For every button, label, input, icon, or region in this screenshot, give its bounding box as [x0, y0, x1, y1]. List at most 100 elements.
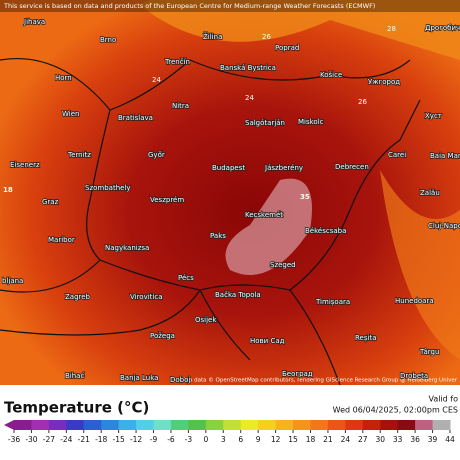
place-label: Miskolc [298, 118, 324, 126]
attribution-bar [0, 0, 460, 12]
colorbar-tick-label: -6 [167, 435, 175, 444]
colorbar-tick-label: 18 [306, 435, 316, 444]
colorbar-tick-label: -30 [25, 435, 37, 444]
colorbar-tick-label: 12 [271, 435, 281, 444]
colorbar-swatch [327, 420, 346, 430]
place-label: Győr [148, 150, 165, 159]
place-label: Cluj-Napoca [428, 222, 460, 230]
place-label: Bratislava [118, 114, 153, 122]
colorbar-tick-label: -12 [130, 435, 142, 444]
place-label: Debrecen [335, 163, 369, 171]
colorbar-tick-label: -15 [113, 435, 125, 444]
place-label: Banská Bystrica [220, 64, 276, 72]
place-label: Salgótarján [245, 119, 285, 127]
place-label: Pécs [178, 274, 194, 282]
place-label: Bihać [65, 372, 84, 380]
colorbar-tick-label: 0 [203, 435, 208, 444]
place-label: Kecskemét [245, 211, 283, 219]
place-label: Ternitz [67, 151, 91, 159]
colorbar-tick-label: -21 [78, 435, 90, 444]
valid-label: Valid fo [428, 395, 458, 404]
place-label: Bačka Topola [215, 291, 261, 299]
hot-zone [225, 178, 312, 275]
temp-label: 26 [262, 33, 271, 41]
place-label: Szombathely [85, 184, 131, 192]
place-label: Osijek [195, 316, 217, 324]
place-label: Zalău [420, 189, 440, 197]
place-label: Košice [320, 71, 342, 79]
borders [0, 58, 421, 386]
place-label: Timișoara [315, 298, 350, 306]
colorbar-swatch [101, 420, 120, 430]
colorbar-swatch [223, 420, 242, 430]
colorbar-tick-label: 39 [428, 435, 438, 444]
colorbar-swatch [380, 420, 399, 430]
colorbar-tick-label: 15 [288, 435, 298, 444]
temp-label: 26 [358, 98, 367, 106]
place-label: Eisenerz [10, 161, 40, 169]
place-label: Brno [100, 36, 116, 44]
colorbar-tick-label: -27 [43, 435, 55, 444]
place-label: Paks [210, 232, 226, 240]
colorbar-tick-label: -3 [185, 435, 193, 444]
place-label: Târgu [419, 348, 439, 356]
colorbar-swatch [240, 420, 259, 430]
place-label: Poprad [275, 44, 299, 52]
colorbar-tick-label: -9 [150, 435, 158, 444]
colorbar-end [4, 420, 14, 430]
place-label: Doboj [170, 376, 190, 384]
colorbar-tick-label: -36 [8, 435, 20, 444]
place-label: Zagreb [65, 293, 91, 301]
colorbar-swatch [83, 420, 102, 430]
place-label: bljana [2, 277, 23, 285]
colorbar-swatch [170, 420, 189, 430]
colorbar-tick-label: 3 [221, 435, 226, 444]
place-label: Trenčín [164, 58, 190, 66]
colorbar-tick-label: 24 [341, 435, 351, 444]
place-label: Београд [282, 370, 313, 378]
colorbar-tick-label: 36 [410, 435, 420, 444]
place-label: Nagykanizsa [105, 244, 149, 252]
place-label: Baia Mare [430, 152, 460, 160]
colorbar-tick-label: -24 [60, 435, 72, 444]
colorbar-swatch [362, 420, 381, 430]
place-label: Wien [62, 110, 79, 118]
colorbar-swatch [48, 420, 67, 430]
colorbar-tick-label: 9 [256, 435, 261, 444]
place-label: Дрогобич [425, 24, 460, 32]
temp-label: 24 [245, 94, 254, 102]
colorbar-swatch [293, 420, 311, 430]
colorbar-tick-label: 44 [445, 435, 455, 444]
place-label: Budapest [212, 164, 245, 172]
colorbar-swatch [397, 420, 416, 430]
colorbar-swatch [310, 420, 329, 430]
place-label: Нови Сад [250, 337, 285, 345]
colorbar-tick-label: -18 [95, 435, 107, 444]
place-label: Banja Luka [120, 374, 158, 382]
place-label: Požega [150, 332, 175, 340]
colorbar-swatch [415, 420, 434, 430]
temp-label: 18 [3, 186, 13, 194]
colorbar-swatch [118, 420, 137, 430]
temp-label: 35 [300, 193, 310, 201]
colorbar-tick-label: 21 [323, 435, 333, 444]
place-label: Hunedoara [395, 297, 434, 305]
place-label: Carei [388, 151, 406, 159]
place-label: Graz [42, 198, 59, 206]
colorbar-tick-label: 27 [358, 435, 368, 444]
warm-zone [380, 170, 460, 360]
warm-zone [140, 0, 460, 60]
place-label: Žilina [203, 32, 222, 41]
colorbar-swatch [66, 420, 85, 430]
colorbar-tick-label: 30 [375, 435, 385, 444]
colorbar-swatch [14, 420, 32, 430]
colorbar-swatch [275, 420, 294, 430]
place-label: Reșita [355, 334, 376, 342]
valid-date: Wed 06/04/2025, 02:00pm CES [333, 406, 458, 415]
place-label: Szeged [270, 261, 296, 269]
place-label: Drobeta [400, 372, 428, 380]
colorbar-swatch [432, 420, 451, 430]
place-label: Хуст [425, 112, 442, 120]
colorbar-swatch [205, 420, 224, 430]
colorbar-swatch [188, 420, 207, 430]
